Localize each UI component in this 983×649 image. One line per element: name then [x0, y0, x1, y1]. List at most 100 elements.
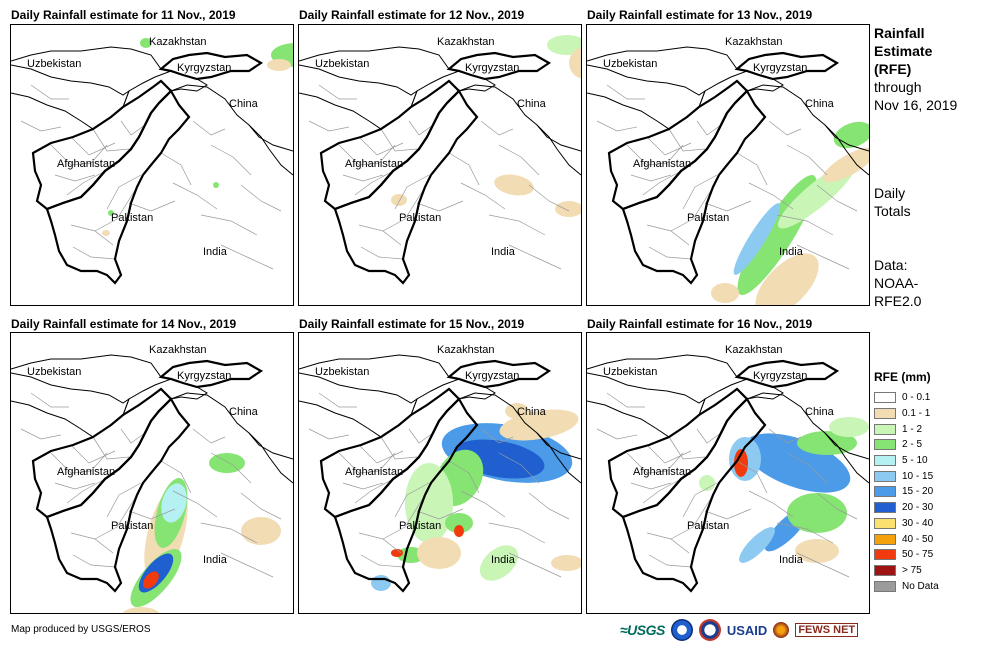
map-credit: Map produced by USGS/EROS — [11, 624, 151, 635]
map-label-uzbekistan: Uzbekistan — [27, 366, 81, 378]
legend: 0 - 0.1 0.1 - 1 1 - 2 2 - 5 5 - 10 10 - 15 15 … — [874, 390, 939, 594]
fewsnet-logo: FEWS NET — [795, 623, 859, 637]
rainfall-layer — [122, 453, 281, 613]
map-label-pakistan: Pakistan — [399, 212, 441, 224]
map-label-uzbekistan: Uzbekistan — [315, 366, 369, 378]
rfe-title: Rainfall Estimate (RFE) through Nov 16, … — [874, 24, 957, 114]
legend-swatch — [874, 517, 896, 529]
map-label-pakistan: Pakistan — [687, 520, 729, 532]
legend-label: 10 - 15 — [902, 470, 934, 482]
panel-title-nov14: Daily Rainfall estimate for 14 Nov., 201… — [11, 317, 237, 331]
map-label-kyrgyzstan: Kyrgyzstan — [177, 62, 231, 74]
legend-item: 10 - 15 — [874, 468, 939, 484]
legend-swatch — [874, 439, 896, 451]
legend-swatch — [874, 408, 896, 420]
rfe-through: through — [874, 79, 922, 95]
map-nov12: Kazakhstan Uzbekistan Kyrgyzstan China Afgha… — [298, 24, 582, 306]
legend-swatch — [874, 502, 896, 514]
legend-label: 2 - 5 — [902, 439, 923, 451]
rainfall-layer — [391, 35, 581, 217]
legend-label: > 75 — [902, 564, 922, 576]
map-label-kyrgyzstan: Kyrgyzstan — [753, 62, 807, 74]
map-label-kyrgyzstan: Kyrgyzstan — [465, 370, 519, 382]
map-label-china: China — [229, 406, 259, 418]
panel-title-nov16: Daily Rainfall estimate for 16 Nov., 201… — [587, 317, 813, 331]
data-source-line2: NOAA- — [874, 275, 919, 291]
map-label-pakistan: Pakistan — [399, 520, 441, 532]
map-label-kazakhstan: Kazakhstan — [149, 344, 206, 356]
map-label-uzbekistan: Uzbekistan — [315, 58, 369, 70]
map-label-kazakhstan: Kazakhstan — [437, 344, 494, 356]
legend-item: 0 - 0.1 — [874, 390, 939, 406]
rfe-title-line2: Estimate — [874, 43, 933, 59]
rfe-date: Nov 16, 2019 — [874, 97, 958, 113]
noaa-logo-icon — [670, 619, 693, 641]
legend-label: 0 - 0.1 — [902, 392, 931, 404]
legend-item: 30 - 40 — [874, 516, 939, 532]
rainfall-map-svg: Kazakhstan Uzbekistan Kyrgyzstan China Afgha… — [299, 344, 581, 593]
map-label-kyrgyzstan: Kyrgyzstan — [465, 62, 519, 74]
map-label-afghanistan: Afghanistan — [57, 466, 115, 478]
map-label-kyrgyzstan: Kyrgyzstan — [753, 370, 807, 382]
usaid-seal-icon — [698, 619, 721, 641]
map-label-kazakhstan: Kazakhstan — [149, 36, 206, 48]
rfe-title-line3: (RFE) — [874, 61, 912, 77]
map-label-india: India — [491, 554, 516, 566]
legend-label: 1 - 2 — [902, 423, 923, 435]
rainfall-layer — [699, 417, 869, 563]
data-source-line3: RFE2.0 — [874, 293, 922, 309]
map-label-india: India — [203, 554, 228, 566]
map-label-kazakhstan: Kazakhstan — [437, 36, 494, 48]
legend-item: 5 - 10 — [874, 453, 939, 469]
map-label-china: China — [229, 98, 259, 110]
panel-title-nov11: Daily Rainfall estimate for 11 Nov., 201… — [11, 8, 236, 22]
map-label-china: China — [805, 406, 835, 418]
map-label-india: India — [491, 246, 516, 258]
map-label-pakistan: Pakistan — [111, 212, 153, 224]
usgs-logo: ≈USGS — [620, 622, 665, 638]
map-label-india: India — [203, 246, 228, 258]
rainfall-layer — [102, 38, 293, 236]
map-label-uzbekistan: Uzbekistan — [27, 58, 81, 70]
legend-swatch — [874, 470, 896, 482]
legend-item: 1 - 2 — [874, 421, 939, 437]
panel-title-nov15: Daily Rainfall estimate for 15 Nov., 201… — [299, 317, 525, 331]
legend-title: RFE (mm) — [874, 370, 931, 384]
map-label-afghanistan: Afghanistan — [633, 466, 691, 478]
usaid-logo: USAID — [726, 622, 768, 638]
map-label-afghanistan: Afghanistan — [633, 158, 691, 170]
rainfall-map-svg: Kazakhstan Uzbekistan Kyrgyzstan China Afgha… — [587, 36, 869, 305]
map-label-pakistan: Pakistan — [111, 520, 153, 532]
legend-item: 0.1 - 1 — [874, 406, 939, 422]
map-label-kazakhstan: Kazakhstan — [725, 344, 782, 356]
legend-swatch — [874, 533, 896, 545]
legend-label: 30 - 40 — [902, 517, 934, 529]
legend-item: > 75 — [874, 563, 939, 579]
legend-swatch — [874, 549, 896, 561]
map-label-uzbekistan: Uzbekistan — [603, 366, 657, 378]
legend-item: 20 - 30 — [874, 500, 939, 516]
map-nov16: Kazakhstan Uzbekistan Kyrgyzstan China Afgha… — [586, 332, 870, 614]
legend-label: 5 - 10 — [902, 455, 928, 467]
map-label-china: China — [517, 406, 547, 418]
legend-swatch — [874, 486, 896, 498]
map-label-india: India — [779, 554, 804, 566]
legend-item: No Data — [874, 578, 939, 594]
legend-swatch — [874, 564, 896, 576]
map-label-kazakhstan: Kazakhstan — [725, 36, 782, 48]
fewsnet-globe-icon — [773, 622, 790, 638]
logo-bar: ≈USGS USAID FEWS NET — [620, 619, 859, 641]
rainfall-map-svg: Kazakhstan Uzbekistan Kyrgyzstan China Afgha… — [587, 344, 869, 593]
legend-label: 50 - 75 — [902, 549, 934, 561]
rainfall-layer — [371, 403, 581, 591]
map-label-afghanistan: Afghanistan — [345, 158, 403, 170]
map-label-kyrgyzstan: Kyrgyzstan — [177, 370, 231, 382]
legend-swatch — [874, 580, 896, 592]
legend-item: 50 - 75 — [874, 547, 939, 563]
legend-label: No Data — [902, 580, 939, 592]
legend-item: 2 - 5 — [874, 437, 939, 453]
legend-label: 15 - 20 — [902, 486, 934, 498]
legend-item: 40 - 50 — [874, 531, 939, 547]
map-label-afghanistan: Afghanistan — [57, 158, 115, 170]
daily-totals: Daily Totals — [874, 184, 911, 220]
